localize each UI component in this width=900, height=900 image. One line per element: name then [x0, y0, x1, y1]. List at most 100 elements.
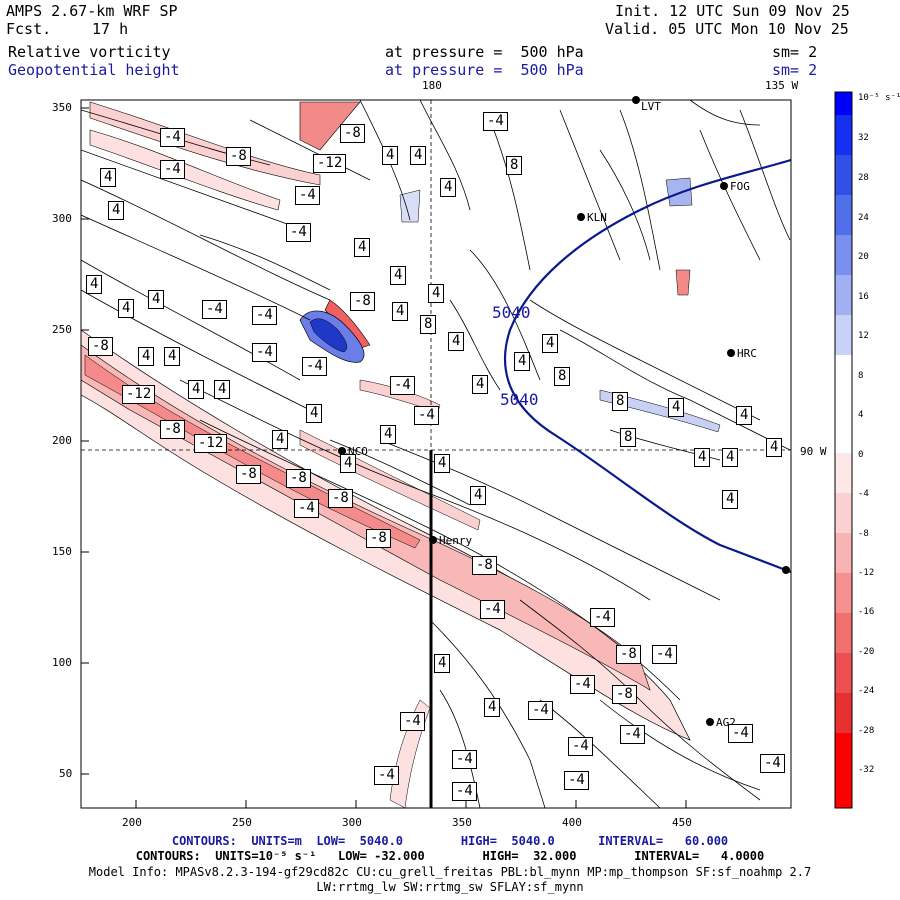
vort-label: 4 [214, 380, 231, 399]
vort-label: 4 [306, 404, 323, 423]
x-tick-400: 400 [562, 816, 582, 829]
colorbar-label: -12 [858, 568, 875, 578]
field1-name: Relative vorticity [8, 43, 171, 61]
colorbar-label: 28 [858, 173, 869, 183]
vort-label: -4 [652, 645, 677, 664]
vort-label: 4 [188, 380, 205, 399]
ref-longitude-top: 180 [422, 79, 442, 92]
vort-label: -8 [236, 465, 261, 484]
vort-label: -4 [252, 343, 277, 362]
vort-label: 4 [340, 454, 357, 473]
forecast-label: Fcst. [6, 20, 52, 38]
vort-label: -4 [414, 406, 439, 425]
vort-label: -4 [286, 223, 311, 242]
vort-label: -4 [160, 128, 185, 147]
vort-label: -4 [483, 112, 508, 131]
vort-label: -8 [616, 645, 641, 664]
vort-label: 8 [420, 315, 437, 334]
vort-label: -12 [194, 434, 228, 453]
vort-label: 4 [694, 448, 711, 467]
field1-smoothing: sm= 2 [772, 43, 818, 61]
y-tick-250: 250 [52, 323, 72, 336]
vort-label: 4 [118, 299, 135, 318]
model-title: AMPS 2.67-km WRF SP [6, 2, 178, 20]
vort-label: -8 [88, 337, 113, 356]
vort-label: -8 [328, 489, 353, 508]
vort-label: 4 [382, 146, 399, 165]
vort-label: -4 [374, 766, 399, 785]
x-tick-450: 450 [672, 816, 692, 829]
x-tick-200: 200 [122, 816, 142, 829]
vort-label: 4 [164, 347, 181, 366]
ref-longitude-right: 135 W [765, 79, 799, 92]
vort-label: -4 [760, 754, 785, 773]
vort-label: -4 [620, 725, 645, 744]
vort-label: 8 [554, 367, 571, 386]
vort-label: 4 [108, 201, 125, 220]
vort-label: -4 [568, 737, 593, 756]
colorbar-label: 12 [858, 331, 869, 341]
station-dots [338, 96, 790, 726]
colorbar-label: -32 [858, 765, 875, 775]
station-label-hrc: HRC [737, 347, 757, 360]
vort-label: -4 [202, 300, 227, 319]
vort-label: -8 [226, 147, 251, 166]
vort-label: 4 [428, 284, 445, 303]
vort-label: -4 [252, 306, 277, 325]
vort-label: -8 [340, 124, 365, 143]
colorbar-label: -20 [858, 647, 875, 657]
vort-label: -4 [390, 376, 415, 395]
vort-label: 4 [148, 290, 165, 309]
vort-label: 8 [620, 428, 637, 447]
vort-label: -4 [570, 675, 595, 694]
vort-label: 4 [766, 438, 783, 457]
vort-label: 4 [722, 490, 739, 509]
colorbar-unit: 10⁻⁵ s⁻¹ [858, 93, 900, 103]
vort-label: 4 [434, 654, 451, 673]
vort-label: 4 [86, 275, 103, 294]
vort-label: 4 [448, 332, 465, 351]
colorbar-label: 0 [858, 450, 864, 460]
colorbar-label: 20 [858, 252, 869, 262]
vort-label: 4 [440, 178, 457, 197]
vort-label: 8 [506, 156, 523, 175]
y-tick-50: 50 [59, 767, 73, 780]
station-label-kln: KLN [587, 211, 607, 224]
station-label-henry: Henry [439, 534, 473, 547]
footer-model-info-2: LW:rrtmg_lw SW:rrtmg_sw SFLAY:sf_mynn [316, 880, 584, 894]
colorbar-label: 8 [858, 371, 864, 381]
vort-label: 4 [514, 352, 531, 371]
vort-label: 4 [542, 334, 559, 353]
vort-label: -4 [400, 712, 425, 731]
vort-label: 4 [434, 454, 451, 473]
vort-label: 4 [354, 238, 371, 257]
vort-label: 4 [668, 398, 685, 417]
colorbar-label: -16 [858, 607, 875, 617]
vort-label: -4 [528, 701, 553, 720]
vort-label: 4 [736, 406, 753, 425]
forecast-value: 17 h [92, 20, 129, 38]
ref-latitude-right: 90 W [800, 445, 827, 458]
y-tick-200: 200 [52, 434, 72, 447]
x-tick-350: 350 [452, 816, 472, 829]
vort-label: -4 [590, 608, 615, 627]
colorbar-label: 16 [858, 292, 869, 302]
footer-vorticity-contours: CONTOURS: UNITS=10⁻⁵ s⁻¹ LOW= -32.000 HI… [135, 849, 765, 863]
field2-name: Geopotential height [8, 61, 180, 79]
x-tick-300: 300 [342, 816, 362, 829]
vort-label: -8 [366, 529, 391, 548]
vort-label: -4 [564, 771, 589, 790]
colorbar-label: 4 [858, 410, 864, 420]
vort-label: 4 [390, 266, 407, 285]
vort-label: 4 [484, 698, 501, 717]
colorbar-label: -24 [858, 686, 875, 696]
footer-height-contours: CONTOURS: UNITS=m LOW= 5040.0 HIGH= 5040… [171, 834, 729, 848]
vort-label: -4 [728, 724, 753, 743]
colorbar-label: 24 [858, 213, 869, 223]
height-contour-5040 [503, 158, 791, 574]
y-tick-300: 300 [52, 212, 72, 225]
field1-pressure: at pressure = 500 hPa [385, 43, 584, 61]
vort-label: -4 [480, 600, 505, 619]
plot-frame [80, 99, 792, 809]
vort-label: -12 [313, 154, 347, 173]
